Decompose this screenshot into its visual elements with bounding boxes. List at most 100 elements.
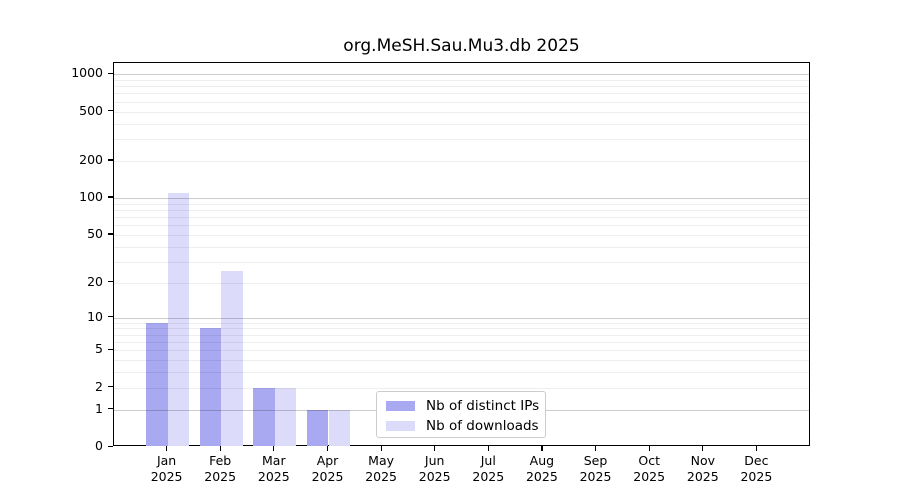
bar-downloads-apr: [328, 409, 350, 446]
y-tick-label: 100: [79, 188, 103, 204]
legend-swatch-downloads: [386, 421, 415, 431]
legend-item-downloads: Nb of downloads: [386, 416, 545, 436]
x-tick-year: 2025: [204, 468, 237, 484]
y-tick-mark: [108, 281, 113, 283]
x-tick-mark: [434, 446, 436, 451]
plot-area: Nb of distinct IPs Nb of downloads: [113, 62, 810, 446]
bar-distinct-ips-jan: [146, 322, 168, 446]
gridline-minor: [114, 342, 809, 343]
bar-distinct-ips-apr: [307, 409, 329, 446]
y-tick-label: 2: [95, 378, 103, 394]
gridline-minor: [114, 387, 809, 389]
x-tick-month: Jan: [156, 453, 177, 468]
x-tick-month: Jun: [424, 453, 445, 468]
gridline-major: [114, 197, 809, 199]
legend-label-distinct-ips: Nb of distinct IPs: [426, 398, 540, 414]
x-tick-year: 2025: [150, 468, 183, 484]
x-tick-label: Oct 2025: [617, 453, 681, 484]
x-tick-month: Sep: [583, 453, 608, 468]
y-tick-label: 1000: [71, 65, 103, 81]
gridline-minor: [114, 246, 809, 248]
x-tick-month: Jul: [480, 453, 496, 468]
gridline-minor: [114, 86, 809, 88]
y-tick-mark: [108, 159, 113, 161]
x-tick-mark: [702, 446, 704, 451]
x-tick-month: Aug: [529, 453, 555, 468]
legend-label-downloads: Nb of downloads: [426, 418, 539, 434]
y-tick-label: 200: [79, 151, 103, 167]
y-tick-label: 500: [79, 102, 103, 118]
x-tick-month: Nov: [690, 453, 715, 468]
x-tick-year: 2025: [311, 468, 344, 484]
gridline-minor: [114, 93, 809, 95]
y-tick-mark: [108, 110, 113, 112]
legend: Nb of distinct IPs Nb of downloads: [376, 391, 546, 438]
x-tick-mark: [326, 446, 329, 451]
legend-item-distinct-ips: Nb of distinct IPs: [386, 396, 545, 416]
x-tick-label: Mar 2025: [242, 453, 306, 484]
x-tick-year: 2025: [686, 468, 719, 484]
x-tick-label: Jan 2025: [135, 453, 199, 484]
y-tick-label: 1: [95, 400, 103, 416]
x-tick-month: Oct: [638, 453, 660, 468]
gridline-minor: [114, 160, 809, 162]
y-tick-label: 50: [87, 225, 103, 241]
x-tick-year: 2025: [418, 468, 451, 484]
y-tick-mark: [108, 386, 113, 388]
x-tick-label: Jun 2025: [403, 453, 467, 484]
x-tick-year: 2025: [257, 468, 290, 484]
y-tick-mark: [108, 445, 113, 447]
gridline-minor: [114, 123, 809, 125]
gridline-minor: [114, 209, 809, 211]
gridline-minor: [114, 350, 809, 352]
gridline-minor: [114, 217, 809, 218]
bar-downloads-jan: [167, 192, 189, 446]
x-tick-label: Feb 2025: [188, 453, 252, 484]
x-tick-label: Nov 2025: [671, 453, 735, 484]
y-tick-label: 10: [87, 308, 103, 324]
gridline-major: [114, 317, 809, 319]
x-tick-year: 2025: [740, 468, 773, 484]
bar-downloads-feb: [221, 271, 243, 446]
x-tick-mark: [219, 446, 221, 451]
gridline-minor: [114, 328, 809, 330]
y-tick-mark: [108, 316, 113, 318]
x-tick-year: 2025: [525, 468, 558, 484]
x-tick-label: Dec 2025: [724, 453, 788, 484]
y-tick-label: 5: [95, 341, 103, 357]
gridline-minor: [114, 322, 809, 324]
bar-downloads-mar: [274, 387, 297, 446]
x-tick-year: 2025: [633, 468, 666, 484]
x-tick-label: Aug 2025: [510, 453, 574, 484]
gridline-minor: [114, 334, 809, 336]
y-tick-mark: [108, 72, 113, 74]
x-tick-label: Jul 2025: [456, 453, 520, 484]
x-tick-mark: [273, 446, 275, 451]
y-tick-mark: [108, 348, 113, 351]
x-tick-mark: [755, 446, 758, 451]
gridline-minor: [114, 372, 809, 374]
y-tick-mark: [108, 408, 113, 410]
x-tick-month: Mar: [262, 453, 286, 468]
gridline-minor: [114, 234, 809, 236]
gridline-minor: [114, 101, 809, 103]
y-tick-label: 0: [95, 438, 103, 453]
x-tick-label: Apr 2025: [296, 453, 360, 484]
chart-title: org.MeSH.Sau.Mu3.db 2025: [343, 36, 580, 56]
x-tick-month: Feb: [209, 453, 232, 468]
gridline-minor: [114, 79, 809, 81]
x-tick-month: Dec: [744, 453, 769, 468]
x-tick-mark: [380, 446, 382, 451]
x-tick-mark: [594, 446, 597, 451]
x-tick-year: 2025: [365, 468, 397, 484]
gridline-minor: [114, 360, 809, 362]
x-tick-mark: [166, 446, 168, 451]
bar-distinct-ips-feb: [199, 328, 222, 446]
x-tick-month: Apr: [316, 453, 339, 468]
y-tick-label: 20: [87, 273, 103, 289]
x-tick-mark: [541, 446, 543, 451]
x-tick-label: May 2025: [349, 453, 413, 484]
x-tick-year: 2025: [472, 468, 505, 484]
x-tick-month: May: [368, 453, 395, 468]
